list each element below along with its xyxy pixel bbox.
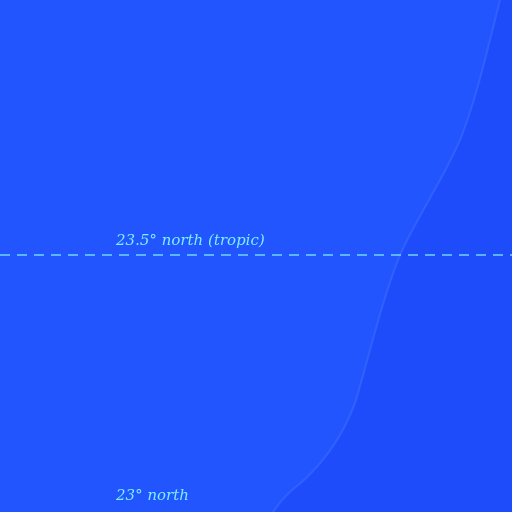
- tropic-label: 23.5° north (tropic): [115, 231, 265, 249]
- east-water-region: [273, 0, 512, 512]
- region-border: [272, 0, 501, 512]
- latitude-23-label: 23° north: [115, 486, 189, 504]
